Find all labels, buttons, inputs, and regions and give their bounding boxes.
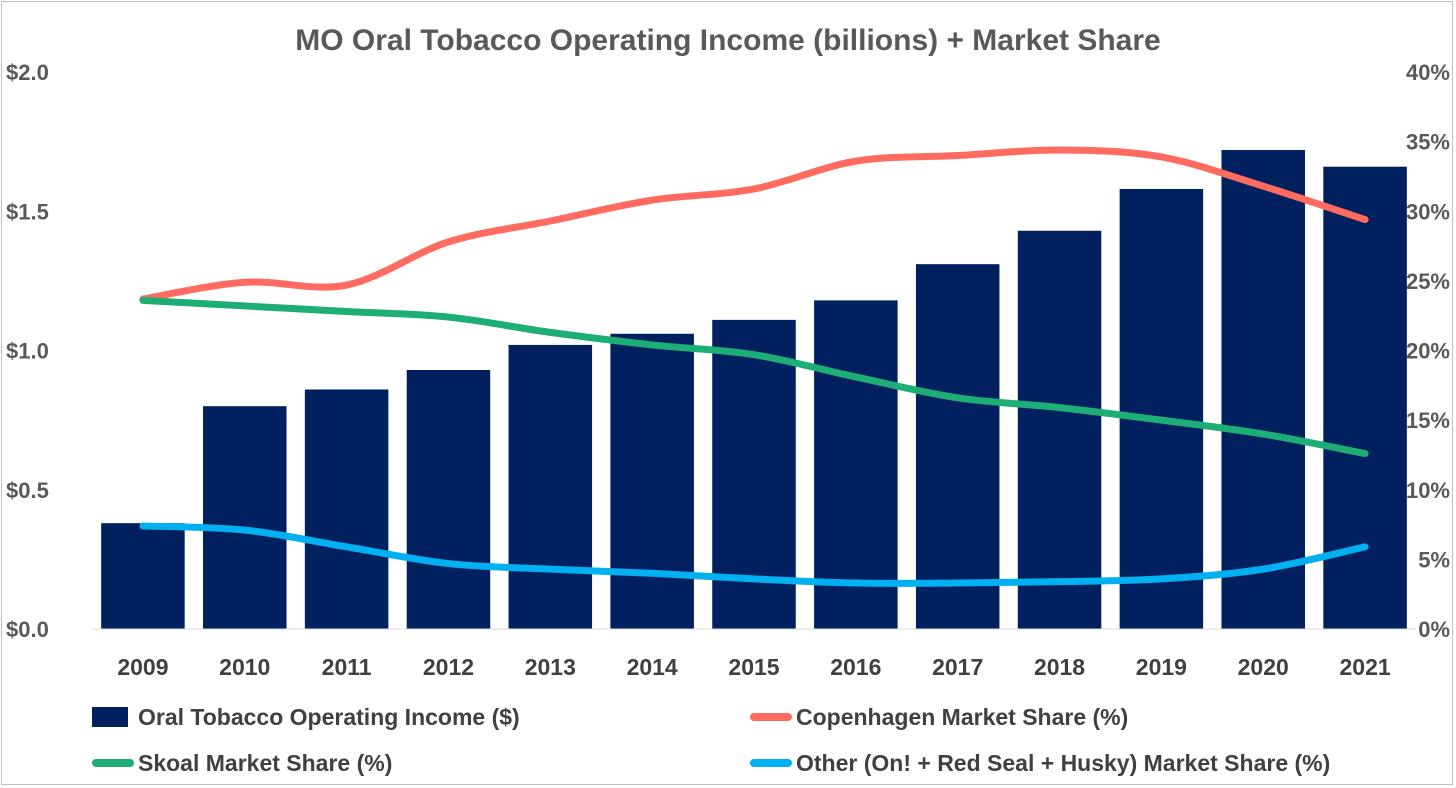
left-tick-label: $1.5	[6, 199, 49, 224]
bar-2021	[1323, 166, 1407, 629]
x-axis-labels: 2009 2010 2011 2012 2013 2014 2015 2016 2017 2018…	[117, 654, 1391, 680]
x-tick-label: 2019	[1136, 654, 1187, 680]
bar-2016	[814, 300, 898, 629]
x-tick-label: 2014	[627, 654, 678, 680]
right-tick-label: 35%	[1406, 130, 1450, 155]
left-tick-label: $2.0	[6, 60, 49, 85]
x-tick-label: 2017	[932, 654, 983, 680]
bar-2012	[406, 369, 491, 629]
right-tick-label: 25%	[1406, 269, 1450, 294]
x-tick-label: 2011	[322, 654, 372, 680]
left-tick-label: $1.0	[6, 339, 49, 364]
bar-2010	[203, 406, 287, 629]
x-tick-label: 2015	[728, 654, 779, 680]
x-tick-label: 2018	[1034, 654, 1085, 680]
legend-label: Oral Tobacco Operating Income ($)	[138, 704, 520, 730]
right-tick-label: 30%	[1406, 199, 1450, 224]
legend: Oral Tobacco Operating Income ($) Copenha…	[92, 704, 1330, 776]
chart-title: MO Oral Tobacco Operating Income (billio…	[295, 24, 1160, 57]
legend-label: Other (On! + Red Seal + Husky) Market Sh…	[796, 750, 1330, 776]
x-tick-label: 2009	[117, 654, 168, 680]
right-tick-label: 0%	[1418, 617, 1450, 642]
bar-2014	[610, 333, 694, 629]
bar-2013	[508, 344, 593, 629]
legend-swatch	[92, 707, 128, 727]
bar-2020	[1221, 149, 1305, 630]
series-line-2	[139, 296, 1369, 458]
right-tick-label: 5%	[1418, 547, 1450, 572]
x-tick-label: 2020	[1238, 654, 1289, 680]
left-axis: $0.0 $0.5 $1.0 $1.5 $2.0	[6, 60, 49, 642]
right-axis: 0% 5% 10% 15% 20% 25% 30% 35% 40%	[1406, 60, 1450, 642]
x-tick-label: 2021	[1339, 654, 1390, 680]
bar-2017	[915, 264, 1000, 629]
left-tick-label: $0.0	[6, 617, 49, 642]
right-tick-label: 40%	[1406, 60, 1450, 85]
series-line-3	[139, 522, 1369, 587]
right-tick-label: 20%	[1406, 339, 1450, 364]
legend-label: Skoal Market Share (%)	[138, 750, 392, 776]
bar-2011	[304, 389, 389, 629]
x-tick-label: 2010	[219, 654, 270, 680]
legend-label: Copenhagen Market Share (%)	[796, 704, 1128, 730]
right-tick-label: 10%	[1406, 478, 1450, 503]
series-line-1	[139, 146, 1369, 303]
bar-2018	[1017, 230, 1102, 629]
lines-layer	[139, 146, 1369, 587]
x-tick-label: 2016	[830, 654, 881, 680]
bar-2009	[101, 523, 185, 629]
bars-layer	[101, 149, 1407, 630]
right-tick-label: 15%	[1406, 408, 1450, 433]
bar-2019	[1119, 188, 1204, 629]
left-tick-label: $0.5	[6, 478, 49, 503]
x-tick-label: 2013	[525, 654, 576, 680]
x-tick-label: 2012	[423, 654, 474, 680]
